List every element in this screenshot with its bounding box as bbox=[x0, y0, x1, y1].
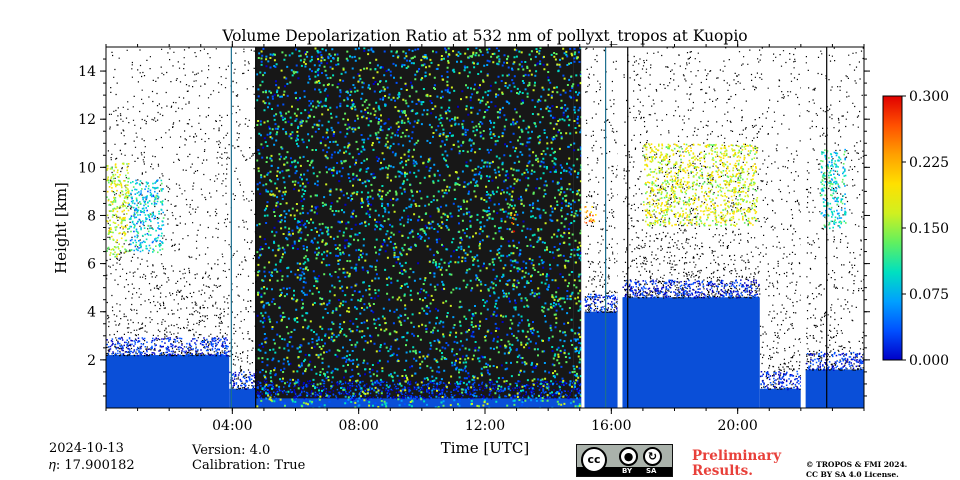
copyright-notice: © TROPOS & FMI 2024. CC BY SA 4.0 Licens… bbox=[806, 460, 907, 480]
chart-title: Volume Depolarization Ratio at 532 nm of… bbox=[221, 27, 747, 45]
data-gap bbox=[800, 47, 806, 408]
version-text: Version: 4.0 bbox=[192, 443, 271, 458]
colorbar bbox=[882, 95, 903, 361]
aerosol-layer bbox=[106, 355, 230, 408]
cc-by-sa-license-badge: cc ● ↻ BY SA bbox=[576, 444, 673, 477]
x-axis-label: Time [UTC] bbox=[441, 439, 530, 457]
depol-points bbox=[512, 230, 516, 233]
attribution-person-icon: ● bbox=[619, 447, 638, 466]
x-tick-label: 16:00 bbox=[591, 418, 631, 434]
copyright-line-1: © TROPOS & FMI 2024. bbox=[806, 460, 908, 469]
data-gap bbox=[581, 47, 585, 408]
aerosol-layer bbox=[622, 297, 760, 408]
depol-points bbox=[106, 47, 847, 408]
license-sa-label: SA bbox=[646, 467, 657, 475]
aerosol-layer bbox=[759, 388, 801, 408]
preliminary-results-notice: Preliminary Results. bbox=[692, 449, 781, 479]
data-segment bbox=[573, 47, 582, 408]
eta-value: 𝜂: 17.900182 bbox=[49, 458, 135, 473]
data-segment bbox=[256, 47, 574, 408]
preliminary-line-2: Results. bbox=[692, 463, 753, 479]
noisy-signal-block bbox=[573, 47, 582, 408]
data-segment bbox=[759, 388, 801, 408]
profile-line bbox=[255, 47, 257, 408]
colorbar-tick-label: 0.000 bbox=[909, 353, 949, 369]
noisy-signal-block bbox=[256, 47, 574, 408]
colorbar-tick-label: 0.300 bbox=[909, 89, 949, 105]
x-tick-label: 04:00 bbox=[212, 418, 252, 434]
data-segment bbox=[622, 297, 760, 408]
data-segment bbox=[584, 311, 618, 408]
aerosol-layer bbox=[256, 398, 574, 408]
calibration-text: Calibration: True bbox=[192, 458, 306, 473]
y-tick-label: 4 bbox=[87, 305, 96, 321]
data-segment bbox=[106, 355, 230, 408]
x-tick-label: 20:00 bbox=[717, 418, 757, 434]
y-tick-label: 14 bbox=[78, 64, 96, 80]
x-tick-label: 12:00 bbox=[465, 418, 505, 434]
measurement-date: 2024-10-13 bbox=[49, 441, 124, 456]
share-alike-icon: ↻ bbox=[643, 447, 662, 466]
data-segment bbox=[805, 369, 864, 408]
preliminary-line-1: Preliminary bbox=[692, 448, 782, 464]
colorbar-tick-label: 0.225 bbox=[909, 155, 949, 171]
y-axis-label: Height [km] bbox=[52, 182, 70, 274]
data-segment bbox=[229, 388, 257, 408]
y-tick-label: 8 bbox=[87, 208, 96, 224]
colorbar-tick-label: 0.150 bbox=[909, 221, 949, 237]
creative-commons-icon: cc bbox=[581, 447, 607, 473]
colorbar-tick-label: 0.075 bbox=[909, 287, 949, 303]
y-tick-label: 10 bbox=[78, 160, 96, 176]
profile-line bbox=[230, 47, 232, 408]
copyright-line-2: CC BY SA 4.0 License. bbox=[806, 470, 899, 479]
aerosol-layer bbox=[805, 369, 864, 408]
profile-line bbox=[826, 47, 828, 408]
y-tick-label: 6 bbox=[87, 257, 96, 273]
y-tick-label: 2 bbox=[87, 353, 96, 369]
aerosol-layer bbox=[573, 398, 582, 408]
aerosol-layer bbox=[584, 311, 618, 408]
x-tick-label: 08:00 bbox=[338, 418, 378, 434]
data-gap bbox=[617, 47, 623, 408]
aerosol-layer bbox=[229, 388, 257, 408]
profile-line bbox=[605, 47, 607, 408]
profile-line bbox=[627, 47, 629, 408]
license-by-label: BY bbox=[622, 467, 633, 475]
y-tick-label: 12 bbox=[78, 112, 96, 128]
